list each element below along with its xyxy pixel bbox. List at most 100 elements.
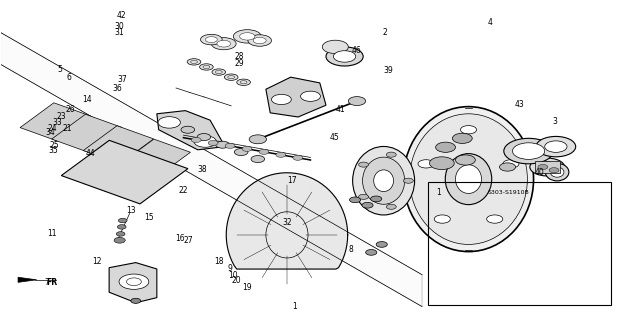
Circle shape [418, 160, 434, 168]
Polygon shape [1, 33, 422, 307]
Ellipse shape [206, 37, 217, 43]
Circle shape [326, 47, 363, 66]
Ellipse shape [545, 163, 569, 181]
Circle shape [358, 162, 368, 167]
Ellipse shape [404, 107, 533, 252]
Circle shape [404, 178, 414, 183]
Circle shape [194, 136, 216, 147]
Ellipse shape [217, 40, 230, 47]
Text: 4: 4 [487, 19, 492, 28]
Text: 46: 46 [352, 45, 362, 55]
Circle shape [293, 155, 303, 160]
Circle shape [116, 232, 125, 236]
Circle shape [271, 94, 291, 105]
Text: 1: 1 [292, 302, 297, 311]
Circle shape [504, 138, 553, 164]
Ellipse shape [233, 30, 261, 43]
Circle shape [460, 125, 476, 134]
Circle shape [538, 164, 548, 170]
Circle shape [117, 225, 126, 229]
Circle shape [362, 202, 373, 208]
Text: 6: 6 [66, 73, 71, 82]
Text: 12: 12 [92, 258, 101, 267]
Bar [535, 161, 560, 173]
Circle shape [376, 242, 388, 247]
Text: 45: 45 [329, 133, 339, 142]
Text: 22: 22 [179, 186, 188, 195]
Ellipse shape [199, 64, 213, 70]
Text: 19: 19 [242, 283, 252, 292]
Text: 2: 2 [383, 28, 388, 37]
Text: 32: 32 [282, 218, 292, 227]
Text: 10: 10 [229, 271, 238, 280]
Polygon shape [18, 277, 37, 282]
Circle shape [119, 274, 149, 289]
Ellipse shape [253, 37, 266, 44]
Ellipse shape [455, 165, 481, 194]
Ellipse shape [211, 38, 236, 50]
Circle shape [333, 51, 356, 62]
Circle shape [487, 215, 503, 223]
Circle shape [249, 135, 266, 144]
Text: 26: 26 [66, 105, 76, 114]
Ellipse shape [187, 59, 201, 65]
Ellipse shape [363, 157, 405, 204]
Circle shape [119, 218, 127, 223]
Polygon shape [266, 77, 326, 117]
Polygon shape [52, 114, 122, 152]
Circle shape [358, 194, 368, 199]
Polygon shape [83, 126, 153, 164]
Circle shape [549, 168, 559, 173]
Circle shape [545, 141, 567, 152]
Circle shape [114, 237, 125, 243]
Polygon shape [120, 139, 191, 177]
Circle shape [537, 162, 557, 172]
Text: 25: 25 [50, 141, 60, 150]
Text: 35: 35 [48, 146, 58, 155]
Ellipse shape [353, 147, 415, 215]
Text: 24: 24 [47, 124, 57, 132]
Circle shape [434, 215, 450, 223]
Circle shape [452, 133, 472, 143]
Ellipse shape [240, 33, 255, 40]
Text: 33: 33 [53, 118, 63, 127]
Text: 8: 8 [348, 245, 353, 254]
Polygon shape [61, 140, 188, 204]
Circle shape [366, 250, 377, 255]
Circle shape [234, 148, 248, 156]
Ellipse shape [224, 74, 238, 80]
Ellipse shape [410, 114, 527, 244]
Text: 16: 16 [176, 234, 185, 243]
Circle shape [530, 158, 564, 176]
Circle shape [455, 155, 475, 165]
Text: 18: 18 [215, 258, 224, 267]
Text: 17: 17 [287, 176, 297, 185]
Ellipse shape [322, 40, 348, 53]
Text: 27: 27 [183, 236, 193, 245]
Circle shape [512, 143, 545, 159]
Ellipse shape [237, 79, 250, 85]
Text: 7: 7 [45, 278, 50, 287]
Circle shape [436, 142, 455, 152]
Polygon shape [20, 103, 91, 141]
Text: 34: 34 [45, 128, 55, 137]
Circle shape [348, 97, 366, 106]
Circle shape [536, 136, 576, 157]
Text: 20: 20 [232, 276, 241, 285]
Text: 21: 21 [63, 124, 73, 132]
Text: 42: 42 [117, 11, 126, 20]
Text: 38: 38 [197, 165, 207, 174]
Text: 29: 29 [235, 59, 244, 68]
Text: FR: FR [46, 278, 57, 287]
Ellipse shape [445, 154, 492, 204]
Ellipse shape [248, 35, 271, 46]
Text: 36: 36 [112, 84, 122, 93]
Circle shape [131, 298, 141, 303]
Circle shape [386, 204, 396, 209]
Text: 30: 30 [115, 22, 125, 31]
Text: 39: 39 [383, 66, 393, 75]
Ellipse shape [374, 170, 394, 192]
Text: 9: 9 [227, 264, 232, 273]
Polygon shape [109, 263, 157, 303]
Text: 41: 41 [335, 105, 345, 114]
